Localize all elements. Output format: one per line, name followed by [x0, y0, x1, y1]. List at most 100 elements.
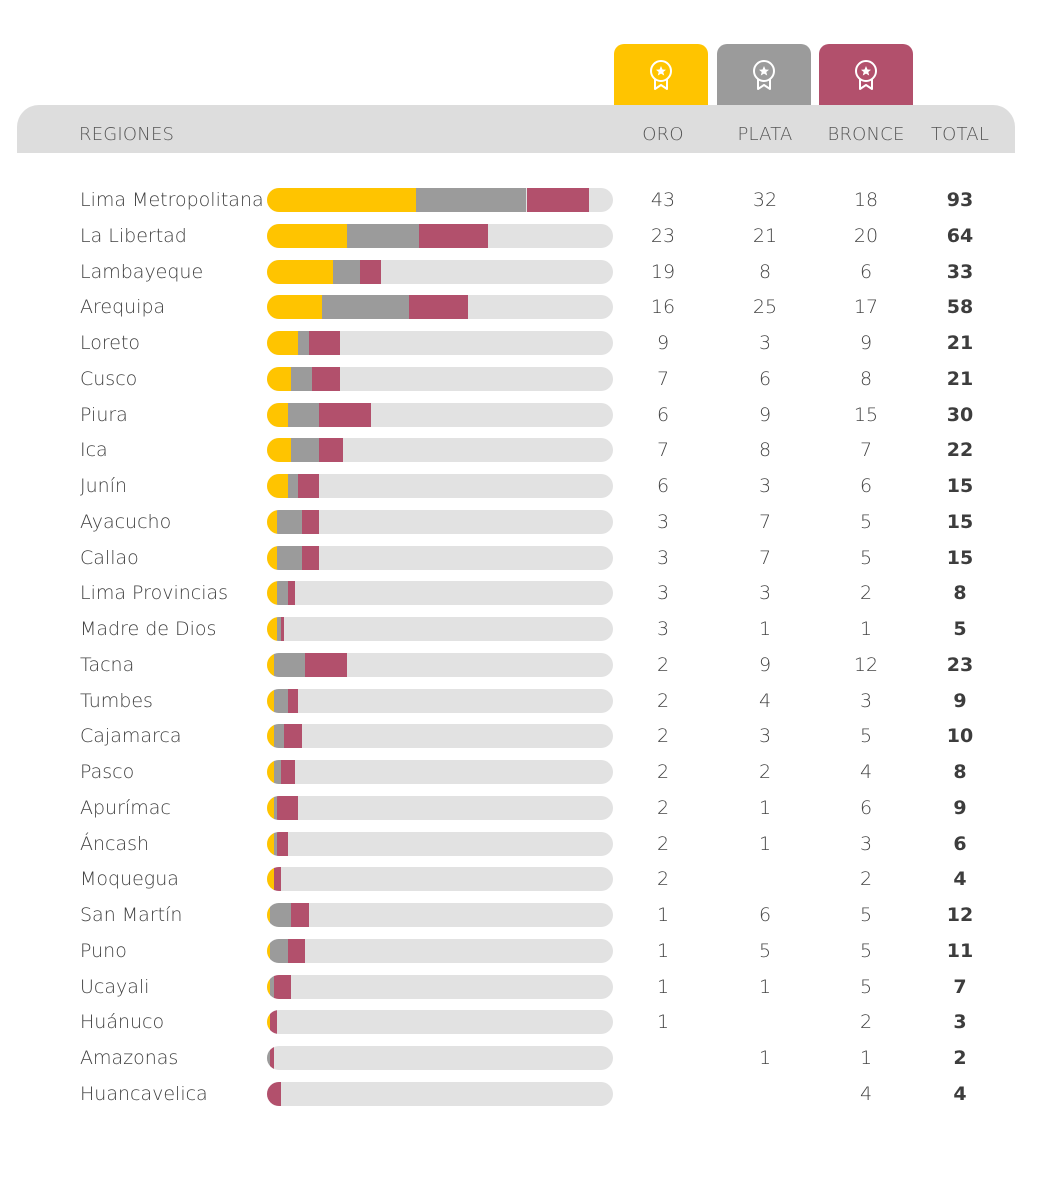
value-plata: 2: [758, 761, 772, 784]
bar-segment-oro: [267, 259, 333, 284]
value-plata: 1: [758, 1047, 772, 1070]
value-plata: 4: [758, 689, 772, 712]
bar-track: [267, 509, 613, 534]
value-bronce: 3: [859, 832, 873, 855]
bar-segment-plata: [291, 366, 312, 391]
bar-segment-plata: [270, 903, 292, 928]
region-label: Cajamarca: [80, 725, 182, 748]
value-plata: 8: [758, 439, 772, 462]
bar-segment-plata: [277, 617, 281, 642]
value-total: 5: [953, 618, 967, 641]
value-oro: 3: [656, 510, 670, 533]
region-label: Callao: [80, 546, 139, 569]
bar-segment-plata: [273, 760, 281, 785]
region-label: Apurímac: [80, 796, 171, 819]
medal-icon: [855, 60, 877, 90]
value-plata: 3: [758, 332, 772, 355]
value-plata: 3: [758, 475, 772, 498]
value-plata: 1: [758, 796, 772, 819]
value-total: 4: [953, 1083, 967, 1105]
bar-track: [267, 903, 613, 928]
value-bronce: 9: [859, 332, 873, 355]
bar-segment-plata: [273, 831, 278, 856]
bar-segment-bronce: [267, 1082, 281, 1106]
bar-segment-oro: [267, 366, 292, 391]
value-total: 11: [946, 939, 974, 962]
value-total: 15: [946, 475, 974, 498]
header-plata: PLATA: [737, 124, 793, 145]
region-label: Amazonas: [80, 1047, 179, 1070]
header-total: TOTAL: [930, 124, 990, 145]
value-bronce: 5: [859, 546, 873, 569]
bar-segment-plata: [415, 188, 527, 212]
value-total: 2: [953, 1047, 967, 1070]
value-plata: 6: [758, 367, 772, 390]
bar-segment-plata: [270, 974, 274, 999]
bar-segment-plata: [298, 331, 309, 356]
region-label: La Libertad: [80, 224, 187, 247]
value-bronce: 6: [859, 260, 873, 283]
bar-segment-bronce: [284, 724, 302, 749]
value-total: 64: [946, 224, 974, 247]
value-total: 58: [946, 296, 974, 319]
bar-segment-oro: [267, 688, 274, 713]
region-label: Ayacucho: [80, 510, 172, 533]
bar-track: [267, 1082, 613, 1106]
region-label: Ica: [80, 439, 108, 462]
bar-segment-bronce: [301, 545, 319, 570]
value-bronce: 4: [859, 1083, 873, 1105]
bar-segment-plata: [287, 474, 299, 499]
bar-track: [267, 938, 613, 963]
region-label: Cusco: [80, 367, 138, 390]
bar-track: [267, 223, 613, 248]
bar-segment-bronce: [311, 366, 340, 391]
region-label: Lima Metropolitana: [80, 189, 264, 211]
medal-tab-bronze: [819, 44, 913, 106]
value-bronce: 5: [859, 939, 873, 962]
bar-segment-bronce: [287, 688, 299, 713]
medal-tab-silver: [717, 44, 811, 106]
value-oro: 7: [656, 439, 670, 462]
bar-track: [267, 474, 613, 499]
value-total: 33: [946, 260, 974, 283]
value-oro: 2: [656, 761, 670, 784]
bar-segment-oro: [267, 474, 288, 499]
value-bronce: 5: [859, 725, 873, 748]
bar-segment-oro: [267, 438, 292, 463]
value-plata: 25: [752, 296, 778, 319]
bar-segment-plata: [346, 223, 420, 248]
bar-track: [267, 259, 613, 284]
value-total: 6: [953, 832, 967, 855]
value-total: 4: [953, 868, 967, 891]
bar-segment-oro: [267, 509, 278, 534]
bar-segment-oro: [267, 867, 274, 892]
value-plata: 32: [752, 189, 778, 211]
bar-segment-plata: [273, 795, 278, 820]
bar-segment-plata: [267, 1046, 271, 1071]
bar-segment-plata: [277, 509, 302, 534]
bar-segment-bronce: [273, 867, 281, 892]
value-plata: 21: [752, 224, 778, 247]
value-total: 93: [946, 189, 974, 211]
value-oro: 3: [656, 618, 670, 641]
value-bronce: 6: [859, 475, 873, 498]
value-total: 15: [946, 510, 974, 533]
bar-segment-oro: [267, 1010, 271, 1035]
bar-segment-plata: [287, 402, 319, 427]
region-label: Áncash: [80, 832, 150, 855]
region-label: Arequipa: [80, 296, 166, 319]
bar-segment-bronce: [270, 1046, 274, 1071]
value-oro: 1: [656, 975, 670, 998]
region-label: Madre de Dios: [80, 618, 217, 641]
bar-segment-bronce: [280, 760, 295, 785]
value-oro: 7: [656, 367, 670, 390]
header-oro: ORO: [642, 124, 684, 145]
value-bronce: 6: [859, 796, 873, 819]
value-oro: 6: [656, 403, 670, 426]
value-bronce: 15: [853, 403, 879, 426]
value-bronce: 1: [859, 618, 873, 641]
value-oro: 1: [656, 939, 670, 962]
value-oro: 16: [650, 296, 676, 319]
value-plata: 7: [758, 510, 772, 533]
value-total: 7: [953, 975, 967, 998]
